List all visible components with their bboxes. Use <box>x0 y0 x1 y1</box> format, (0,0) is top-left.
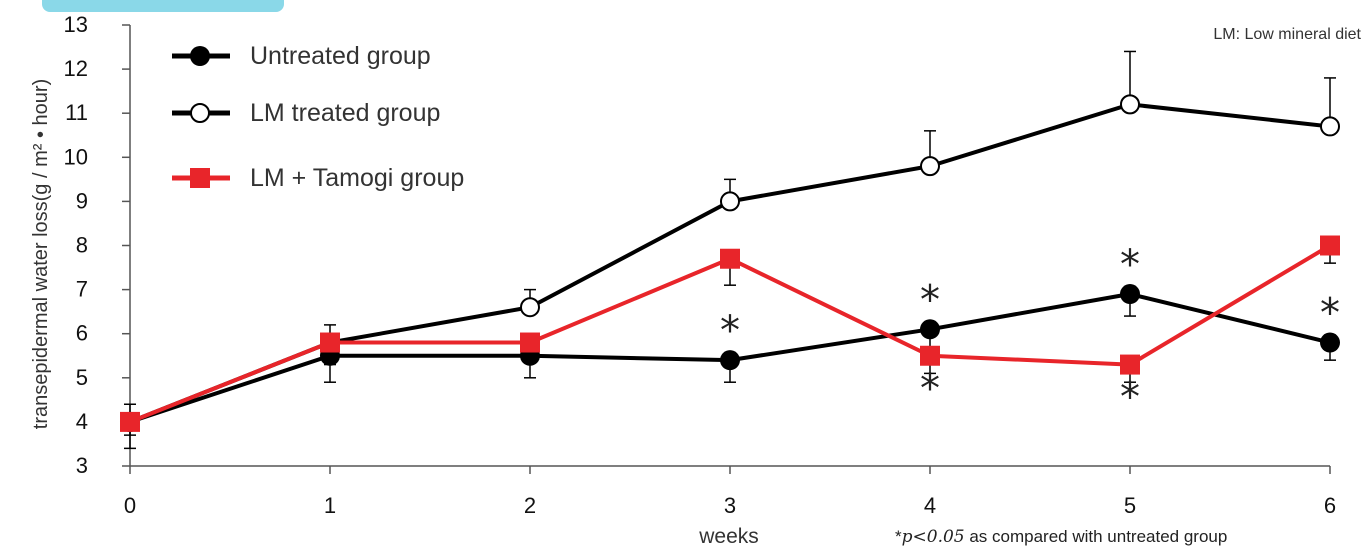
x-tick-label: 3 <box>724 493 736 518</box>
significance-markers: * * * * * * <box>720 242 1340 421</box>
significance-footnote: *p<0.05 as compared with untreated group <box>895 527 1227 547</box>
y-tick-label: 9 <box>76 188 88 213</box>
y-tick-label: 11 <box>65 100 88 125</box>
y-tick-label: 3 <box>76 453 88 478</box>
data-point-0-3 <box>720 350 740 371</box>
legend-label: LM + Tamogi group <box>250 164 464 192</box>
data-point-2-4 <box>920 345 940 366</box>
diet-note: LM: Low mineral diet <box>1213 26 1361 43</box>
significance-asterisk: * <box>1320 291 1340 337</box>
data-point-2-0 <box>120 411 140 432</box>
significance-asterisk: * <box>1120 242 1140 288</box>
significance-asterisk: * <box>920 366 940 412</box>
y-tick-label: 4 <box>76 409 88 434</box>
x-tick-label: 4 <box>924 493 936 518</box>
x-tick-label: 5 <box>1124 493 1136 518</box>
footnote-p: p <box>901 527 913 547</box>
y-tick-label: 8 <box>76 233 88 258</box>
data-point-2-1 <box>320 332 340 353</box>
data-point-1-5 <box>1120 94 1140 115</box>
data-point-1-2 <box>520 297 540 318</box>
y-tick-label: 10 <box>64 144 88 169</box>
data-point-2-6 <box>1320 235 1340 256</box>
legend-marker <box>190 46 210 66</box>
data-point-2-2 <box>520 332 540 353</box>
footnote-asterisk: * <box>895 527 902 546</box>
data-point-1-4 <box>920 156 940 177</box>
legend: Untreated group LM treated group LM + Tamo… <box>172 42 464 192</box>
x-tick-label: 6 <box>1324 493 1336 518</box>
data-point-2-5 <box>1120 354 1140 375</box>
x-tick-label: 1 <box>324 493 336 518</box>
footnote-threshold: <0.05 <box>912 527 965 547</box>
y-tick-label: 6 <box>76 321 88 346</box>
data-point-0-5 <box>1120 284 1140 305</box>
data-point-1-3 <box>720 191 740 212</box>
x-axis-label: weeks <box>698 525 759 548</box>
data-point-0-6 <box>1320 332 1340 353</box>
legend-marker <box>190 168 210 188</box>
data-point-1-6 <box>1320 116 1340 137</box>
legend-label: Untreated group <box>250 42 431 70</box>
legend-marker <box>190 103 210 123</box>
legend-label: LM treated group <box>250 99 440 127</box>
significance-asterisk: * <box>720 308 740 354</box>
x-tick-label: 0 <box>124 493 136 518</box>
x-tick-label: 2 <box>524 493 536 518</box>
y-tick-label: 7 <box>76 277 88 302</box>
y-tick-label: 5 <box>76 365 88 390</box>
series-markers <box>120 94 1340 432</box>
header-banner <box>42 0 284 12</box>
y-tick-label: 13 <box>64 12 88 37</box>
y-tick-label: 12 <box>64 56 88 81</box>
footnote-text: as compared with untreated group <box>964 527 1228 546</box>
data-point-0-4 <box>920 319 940 340</box>
data-point-2-3 <box>720 248 740 269</box>
y-axis-label: transepidermal water loss(g / m² • hour) <box>30 79 52 429</box>
significance-asterisk: * <box>920 277 940 323</box>
significance-asterisk: * <box>1120 375 1140 421</box>
